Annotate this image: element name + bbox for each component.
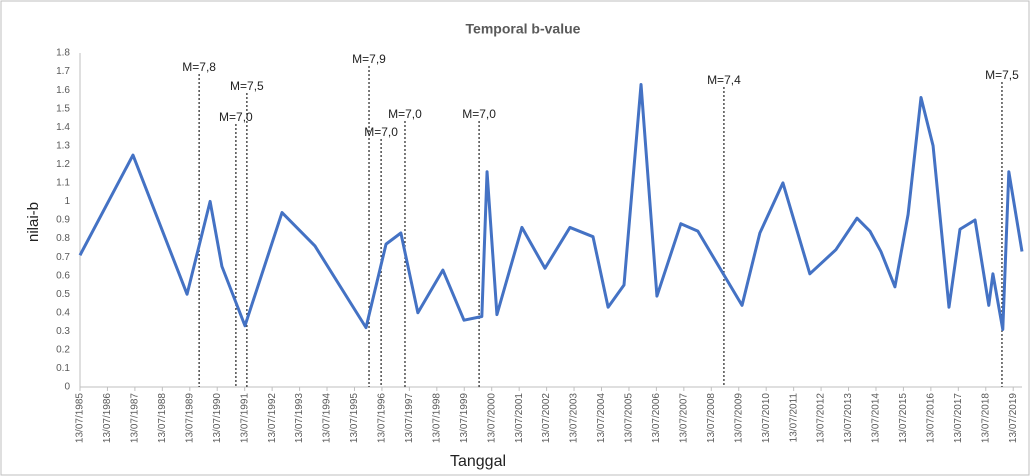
x-tick-label: 13/07/2016 xyxy=(926,393,937,443)
y-tick-label: 0.7 xyxy=(56,252,70,263)
y-tick-label: 1.2 xyxy=(56,159,70,170)
y-tick-label: 1.5 xyxy=(56,103,70,114)
x-tick-label: 13/07/1998 xyxy=(431,393,442,443)
y-tick-label: 1.1 xyxy=(56,178,70,189)
x-tick-label: 13/07/2011 xyxy=(788,393,799,443)
x-tick-label: 13/07/2014 xyxy=(871,393,882,443)
y-tick-label: 1.7 xyxy=(56,66,70,77)
x-tick-label: 13/07/2003 xyxy=(569,393,580,443)
event-label: M=7,9 xyxy=(352,52,386,66)
x-tick-label: 13/07/1986 xyxy=(102,393,113,443)
x-tick-label: 13/07/2002 xyxy=(541,393,552,443)
x-tick-label: 13/07/2007 xyxy=(678,393,689,443)
event-label: M=7,5 xyxy=(985,68,1019,82)
x-tick-label: 13/07/1993 xyxy=(294,393,305,443)
y-tick-label: 1.3 xyxy=(56,140,70,151)
event-label: M=7,0 xyxy=(364,125,398,139)
data-line xyxy=(78,83,1024,331)
y-tick-label: 0.6 xyxy=(56,270,70,281)
x-tick-label: 13/07/2019 xyxy=(1008,393,1019,443)
x-tick-label: 13/07/2006 xyxy=(651,393,662,443)
x-tick-label: 13/07/1996 xyxy=(377,393,388,443)
event-label: M=7,0 xyxy=(219,110,253,124)
x-tick-label: 13/07/1988 xyxy=(157,393,168,443)
y-tick-label: 1 xyxy=(64,196,70,207)
x-tick-label: 13/07/1995 xyxy=(349,393,360,443)
x-tick-label: 13/07/1989 xyxy=(184,393,195,443)
x-tick-label: 13/07/2013 xyxy=(843,393,854,443)
y-tick-label: 0.9 xyxy=(56,215,70,226)
event-label: M=7,0 xyxy=(388,107,422,121)
x-tick-label: 13/07/1999 xyxy=(459,393,470,443)
y-tick-label: 0.1 xyxy=(56,363,70,374)
x-tick-label: 13/07/2009 xyxy=(733,393,744,443)
y-tick-label: 0.5 xyxy=(56,289,70,300)
x-tick-label: 13/07/2012 xyxy=(816,393,827,443)
x-tick-label: 13/07/1992 xyxy=(267,393,278,443)
x-tick-label: 13/07/2004 xyxy=(596,393,607,443)
event-label: M=7,4 xyxy=(707,73,741,87)
y-tick-label: 0.4 xyxy=(56,307,70,318)
x-tick-label: 13/07/2015 xyxy=(898,393,909,443)
x-tick-label: 13/07/2008 xyxy=(706,393,717,443)
event-label: M=7,5 xyxy=(230,79,264,93)
y-tick-label: 0.3 xyxy=(56,326,70,337)
x-tick-label: 13/07/2017 xyxy=(953,393,964,443)
y-tick-label: 1.4 xyxy=(56,122,70,133)
x-tick-label: 13/07/1985 xyxy=(75,393,86,443)
x-tick-label: 13/07/1990 xyxy=(212,393,223,443)
y-axis-label: nilai-b xyxy=(25,202,42,242)
y-tick-label: 1.8 xyxy=(56,48,70,59)
chart-title: Temporal b-value xyxy=(466,21,581,37)
x-tick-label: 13/07/1987 xyxy=(130,393,141,443)
y-tick-label: 1.6 xyxy=(56,85,70,96)
event-label: M=7,8 xyxy=(182,60,216,74)
x-tick-label: 13/07/1994 xyxy=(322,393,333,443)
x-axis-label: Tanggal xyxy=(450,453,506,470)
x-tick-label: 13/07/2005 xyxy=(624,393,635,443)
event-label: M=7,0 xyxy=(462,107,496,121)
x-tick-label: 13/07/2001 xyxy=(514,393,525,443)
y-tick-label: 0.2 xyxy=(56,345,70,356)
y-tick-label: 0.8 xyxy=(56,233,70,244)
x-tick-label: 13/07/1997 xyxy=(404,393,415,443)
x-tick-label: 13/07/2010 xyxy=(761,393,772,443)
y-tick-label: 0 xyxy=(64,382,70,393)
x-tick-label: 13/07/2000 xyxy=(486,393,497,443)
x-tick-label: 13/07/2018 xyxy=(980,393,991,443)
x-tick-label: 13/07/1991 xyxy=(239,393,250,443)
